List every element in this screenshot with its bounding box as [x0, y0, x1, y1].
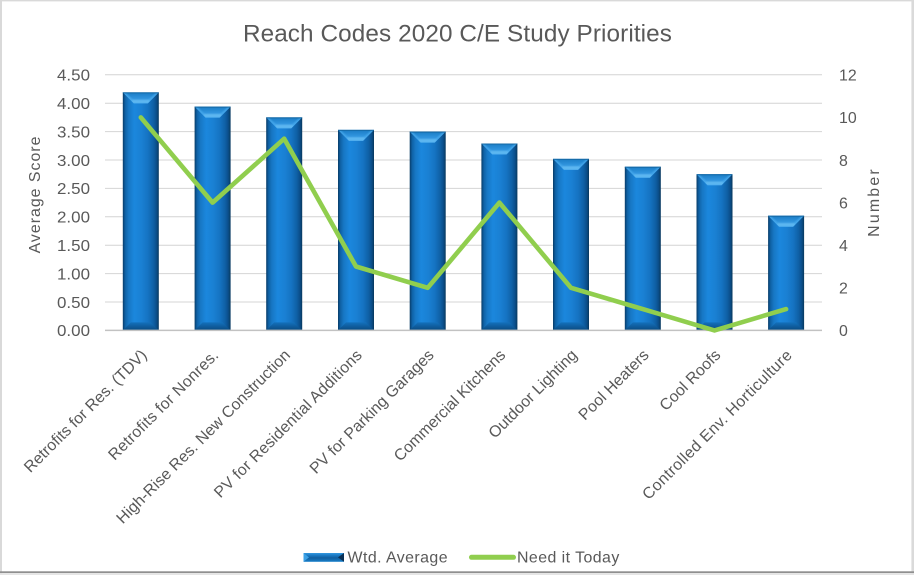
svg-text:6: 6 [839, 195, 848, 212]
svg-text:Need it Today: Need it Today [517, 549, 620, 566]
svg-text:0: 0 [839, 323, 848, 340]
svg-text:0.50: 0.50 [57, 295, 90, 312]
svg-text:4.00: 4.00 [57, 96, 90, 113]
svg-text:Reach Codes 2020 C/E Study Pri: Reach Codes 2020 C/E Study Priorities [243, 20, 672, 47]
svg-text:10: 10 [839, 110, 857, 127]
svg-text:3.00: 3.00 [57, 153, 90, 170]
svg-text:4.50: 4.50 [57, 68, 90, 85]
svg-text:2.00: 2.00 [57, 210, 90, 227]
svg-text:2.50: 2.50 [57, 181, 90, 198]
svg-text:3.50: 3.50 [57, 124, 90, 141]
svg-text:12: 12 [839, 68, 857, 85]
svg-text:4: 4 [839, 238, 848, 255]
svg-text:Wtd. Average: Wtd. Average [348, 549, 449, 566]
svg-text:8: 8 [839, 153, 848, 170]
svg-text:Number: Number [866, 167, 883, 237]
svg-text:Average Score: Average Score [27, 136, 44, 254]
svg-text:1.00: 1.00 [57, 266, 90, 283]
svg-text:2: 2 [839, 281, 848, 298]
svg-text:0.00: 0.00 [57, 323, 90, 340]
svg-text:1.50: 1.50 [57, 238, 90, 255]
